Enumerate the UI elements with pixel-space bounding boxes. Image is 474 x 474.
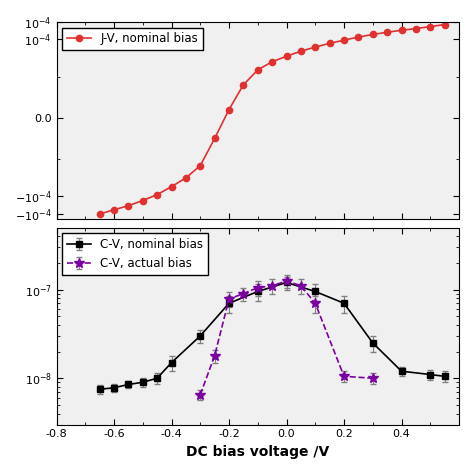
- J-V, nominal bias: [413, 26, 419, 31]
- J-V, nominal bias: [399, 27, 404, 33]
- J-V, nominal bias: [356, 34, 361, 40]
- J-V, nominal bias: [140, 198, 146, 203]
- X-axis label: DC bias voltage /V: DC bias voltage /V: [186, 445, 329, 459]
- J-V, nominal bias: [428, 24, 433, 29]
- J-V, nominal bias: [197, 163, 203, 168]
- J-V, nominal bias: [442, 22, 447, 27]
- J-V, nominal bias: [255, 67, 261, 73]
- Line: J-V, nominal bias: J-V, nominal bias: [97, 21, 448, 217]
- J-V, nominal bias: [269, 59, 275, 64]
- J-V, nominal bias: [155, 192, 160, 198]
- Legend: J-V, nominal bias: J-V, nominal bias: [63, 27, 203, 50]
- J-V, nominal bias: [97, 211, 102, 217]
- J-V, nominal bias: [312, 44, 318, 50]
- J-V, nominal bias: [370, 32, 375, 37]
- Legend: C-V, nominal bias, C-V, actual bias: C-V, nominal bias, C-V, actual bias: [63, 233, 208, 275]
- J-V, nominal bias: [226, 107, 232, 112]
- J-V, nominal bias: [283, 54, 289, 59]
- J-V, nominal bias: [341, 37, 347, 43]
- J-V, nominal bias: [212, 136, 218, 141]
- J-V, nominal bias: [240, 82, 246, 88]
- J-V, nominal bias: [384, 29, 390, 35]
- J-V, nominal bias: [298, 48, 304, 54]
- J-V, nominal bias: [111, 207, 117, 212]
- J-V, nominal bias: [327, 40, 332, 46]
- J-V, nominal bias: [169, 184, 174, 190]
- J-V, nominal bias: [183, 175, 189, 181]
- J-V, nominal bias: [126, 203, 131, 209]
